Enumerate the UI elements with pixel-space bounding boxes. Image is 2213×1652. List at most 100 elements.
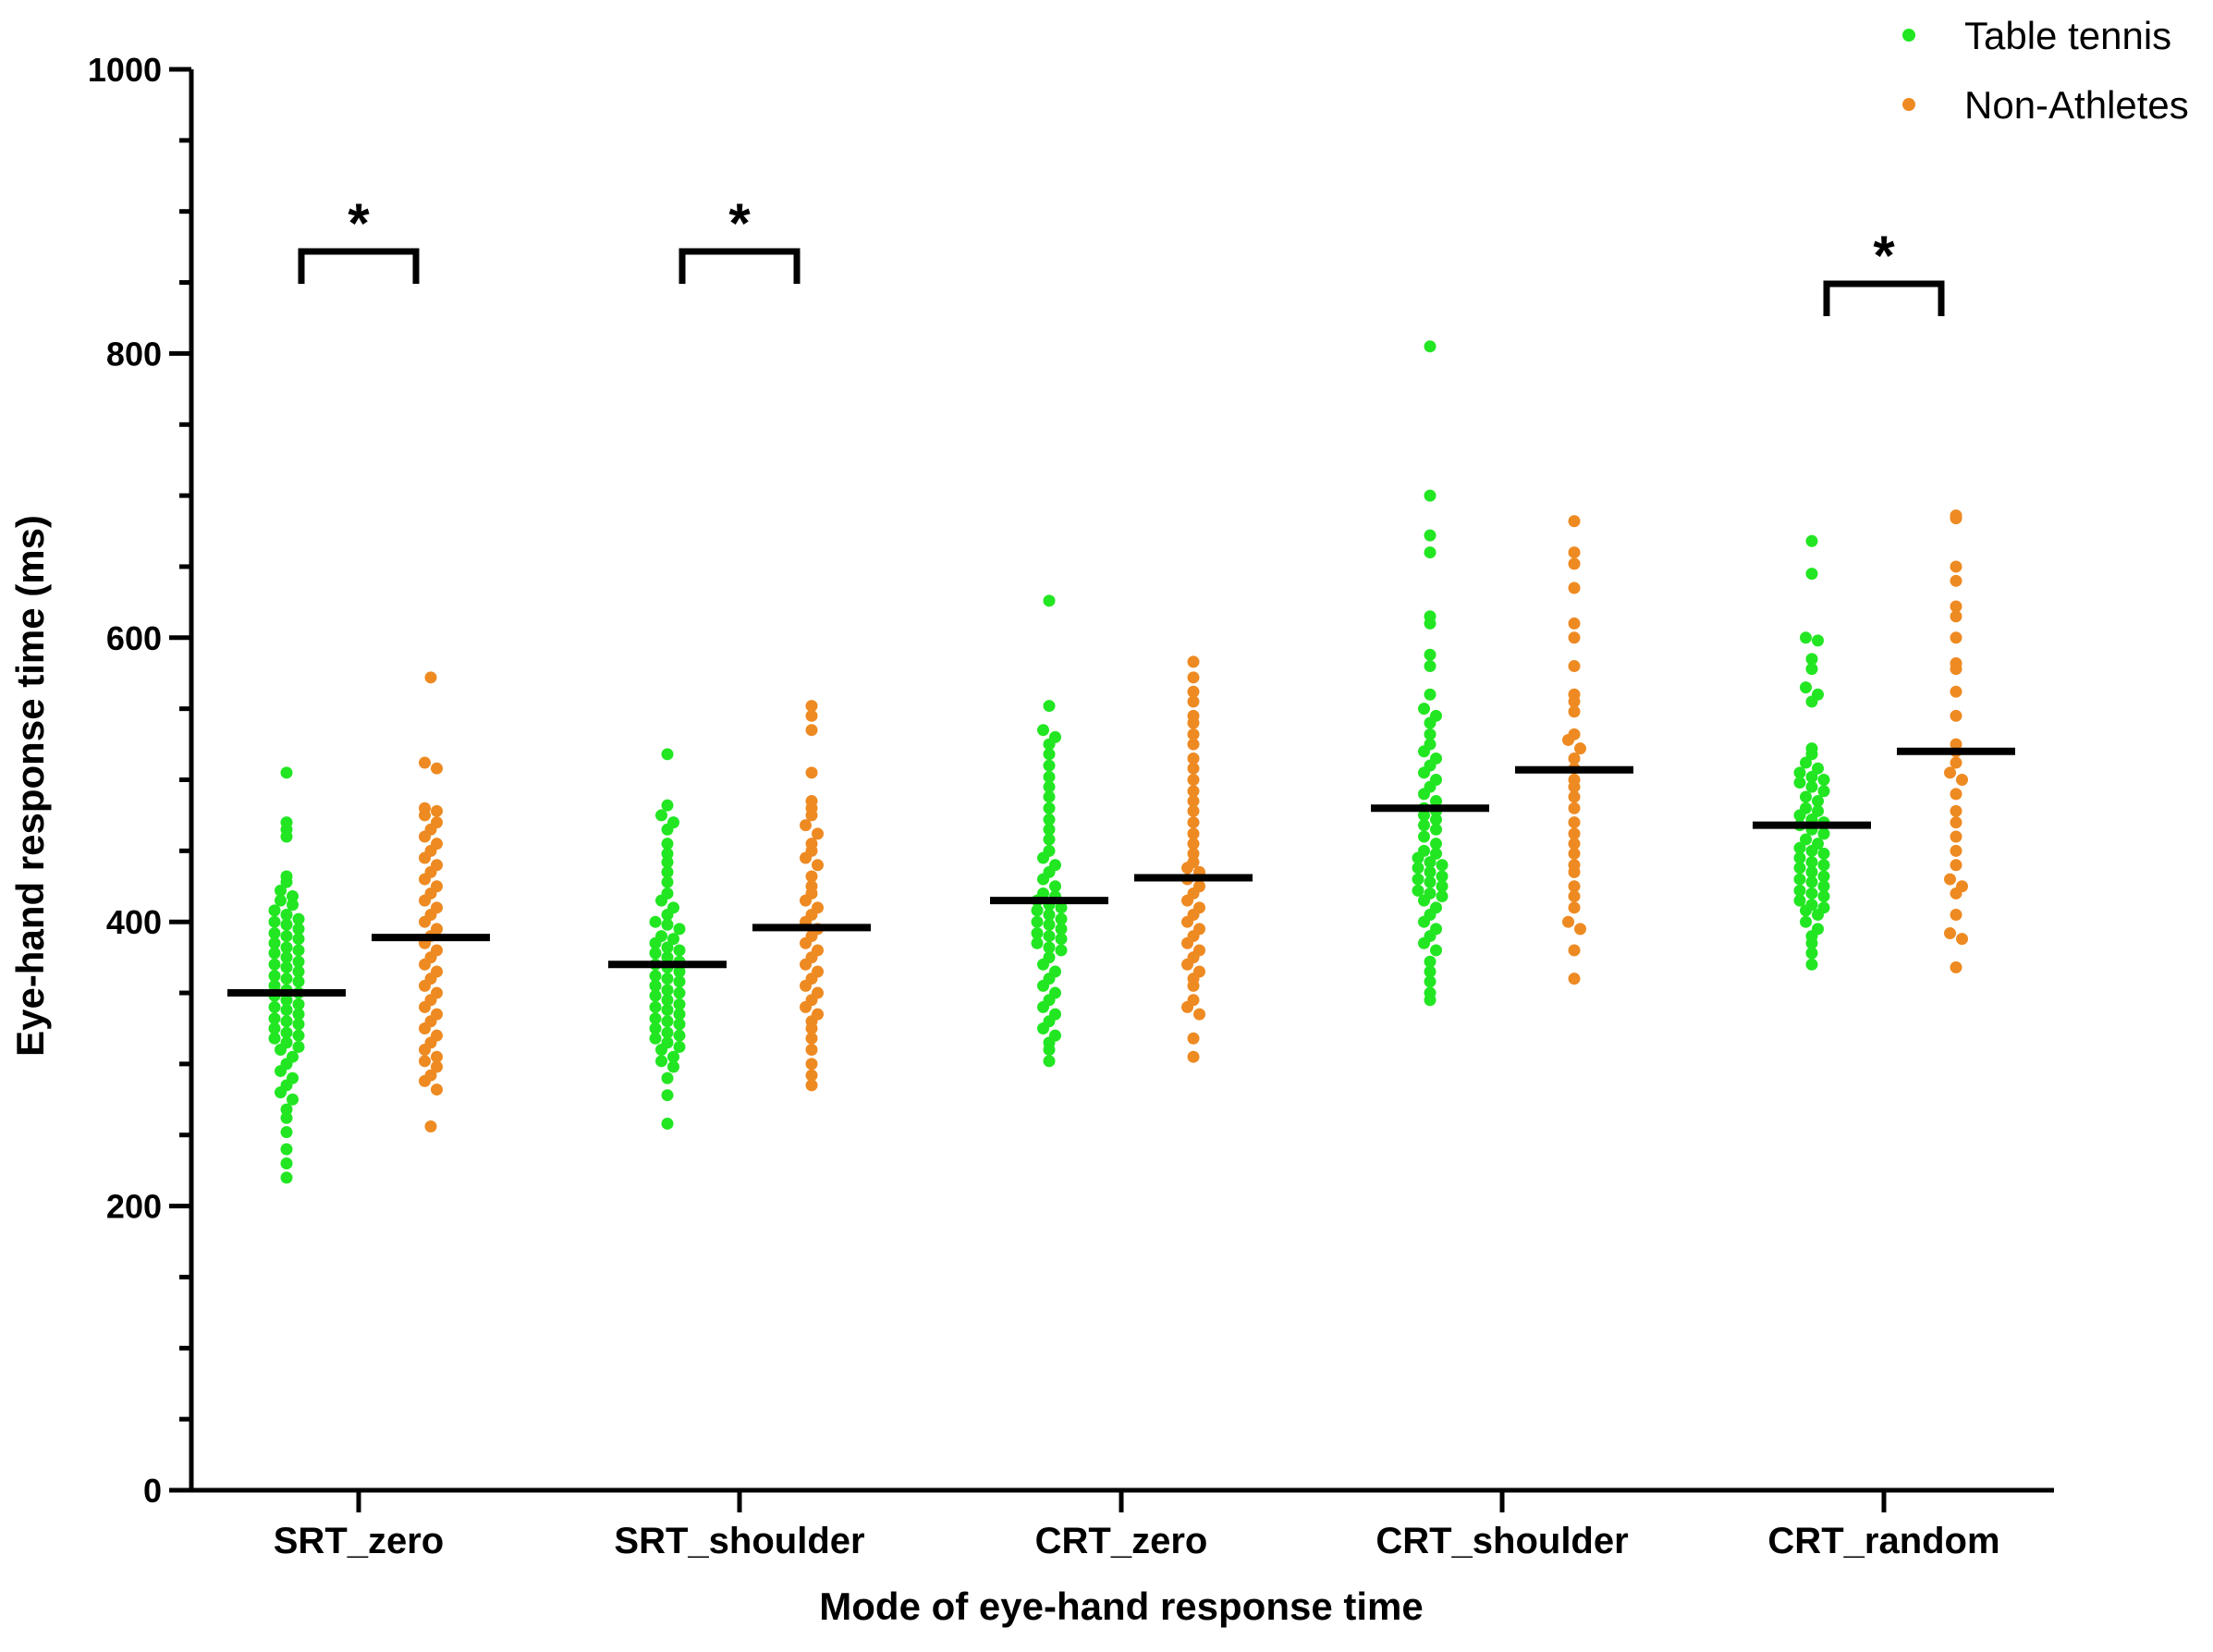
data-point (1950, 685, 1962, 698)
data-point (649, 1032, 662, 1045)
data-point (673, 975, 686, 988)
data-point (280, 766, 293, 779)
data-point (1037, 724, 1049, 737)
data-point (1956, 933, 1968, 946)
data-point (1037, 979, 1049, 992)
data-point (1568, 695, 1581, 708)
data-point (1424, 617, 1437, 630)
legend-label: Table tennis (1964, 14, 2171, 57)
data-point (1944, 766, 1956, 779)
data-point (1055, 944, 1068, 957)
data-point (1430, 814, 1442, 826)
data-point (1037, 1022, 1049, 1034)
data-point (1817, 890, 1830, 903)
data-point (673, 1008, 686, 1021)
data-point (268, 979, 281, 992)
data-point (800, 851, 812, 864)
data-point (280, 994, 293, 1007)
x-axis-title: Mode of eye-hand response time (819, 1585, 1423, 1628)
data-point (1812, 909, 1824, 922)
data-point (1793, 766, 1806, 779)
data-point (1193, 1008, 1205, 1021)
data-point (661, 1117, 674, 1130)
data-point (1424, 728, 1437, 740)
data-point (1418, 703, 1430, 716)
data-point (292, 1018, 305, 1031)
data-point (649, 936, 662, 949)
data-point (1568, 890, 1581, 903)
data-point (280, 1126, 293, 1139)
data-point (1568, 802, 1581, 814)
data-point (268, 970, 281, 983)
data-point (1817, 870, 1830, 883)
data-point (1187, 827, 1200, 840)
data-point (1424, 648, 1437, 661)
data-point (1043, 802, 1056, 814)
data-point (661, 1003, 674, 1016)
data-point (1043, 1044, 1056, 1057)
data-point (661, 847, 674, 860)
data-point (1187, 1050, 1200, 1063)
data-point (1805, 663, 1818, 676)
data-point (1187, 1032, 1200, 1045)
data-point (1424, 546, 1437, 559)
data-point (275, 1086, 287, 1099)
data-point (268, 958, 281, 971)
data-point (1817, 859, 1830, 872)
x-tick-label: CRT_shoulder (1375, 1521, 1628, 1561)
data-point (1418, 788, 1430, 801)
data-point (1436, 880, 1449, 893)
data-point (661, 856, 674, 869)
data-point (292, 1008, 305, 1021)
data-point (1043, 1055, 1056, 1068)
data-point (1562, 915, 1574, 928)
data-point (1181, 862, 1193, 875)
data-point (805, 700, 818, 713)
data-point (1950, 709, 1962, 722)
data-point (419, 1000, 431, 1013)
data-point (1950, 610, 1962, 623)
data-point (292, 1029, 305, 1042)
data-point (1055, 933, 1068, 946)
data-point (1049, 880, 1061, 893)
data-point (655, 809, 667, 822)
data-point (1187, 838, 1200, 850)
data-point (1043, 909, 1056, 922)
data-point (1043, 814, 1056, 826)
data-point (292, 975, 305, 988)
data-point (1568, 973, 1581, 985)
data-point (280, 930, 293, 943)
data-point (1817, 785, 1830, 798)
data-point (1031, 936, 1044, 949)
data-point (419, 756, 431, 769)
data-point (419, 830, 431, 843)
data-point (1037, 1000, 1049, 1013)
data-point (1043, 748, 1056, 761)
data-point (280, 961, 293, 973)
data-point (268, 1012, 281, 1025)
data-point (1793, 873, 1806, 886)
data-point (1805, 865, 1818, 878)
data-point (1412, 851, 1424, 864)
data-point (1043, 700, 1056, 713)
data-point (1950, 859, 1962, 872)
data-point (1805, 947, 1818, 960)
legend-label: Non-Athletes (1964, 83, 2189, 127)
data-point (1793, 894, 1806, 907)
data-point (1031, 915, 1044, 928)
data-point (673, 923, 686, 936)
data-point (649, 1012, 662, 1025)
data-point (1181, 894, 1193, 907)
data-point (673, 965, 686, 978)
significance-star: * (1873, 225, 1895, 287)
data-point (661, 1026, 674, 1039)
data-point (800, 958, 812, 971)
data-point (1793, 841, 1806, 854)
data-point (673, 986, 686, 999)
data-point (655, 1055, 667, 1068)
y-tick-label: 600 (106, 619, 162, 657)
data-point (280, 918, 293, 931)
data-point (1043, 594, 1056, 607)
data-point (1805, 534, 1818, 547)
data-point (1187, 671, 1200, 684)
